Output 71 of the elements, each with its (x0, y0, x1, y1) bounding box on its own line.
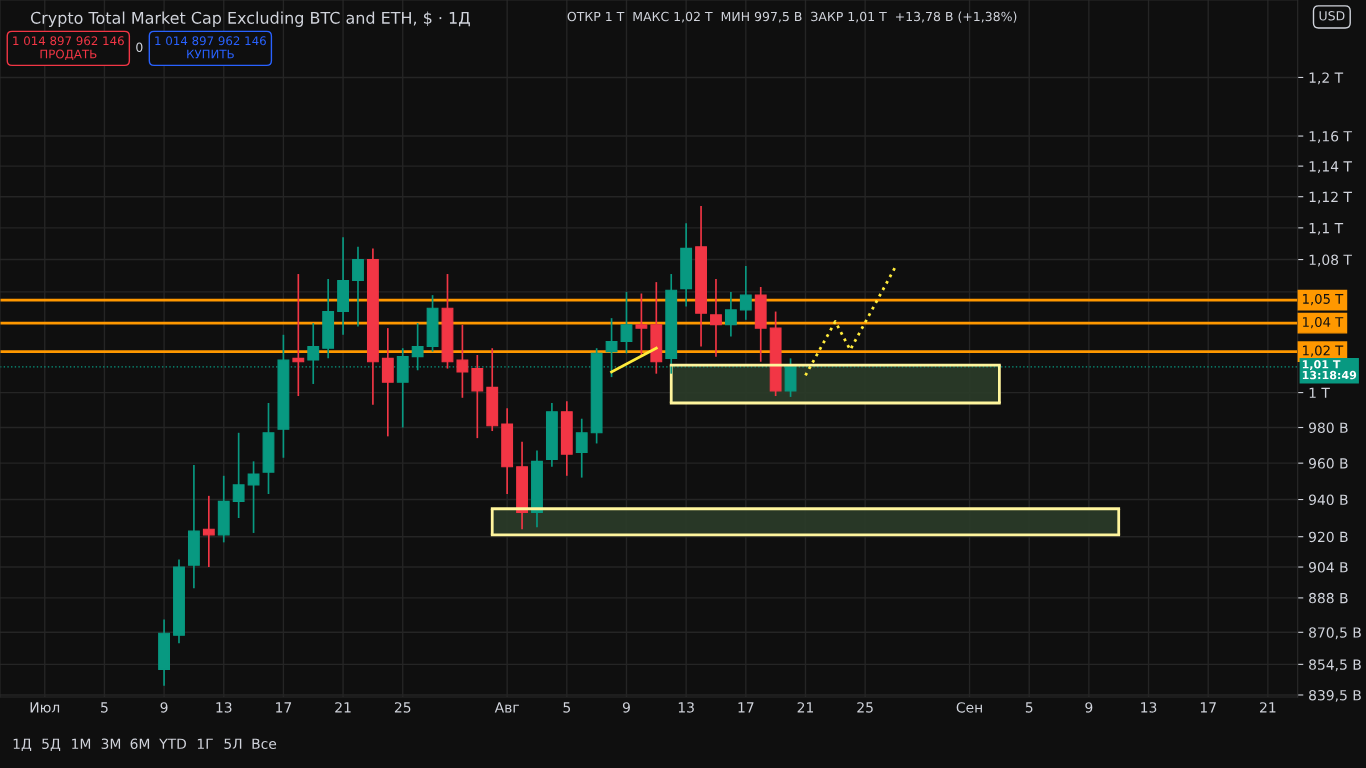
annotation: 0 (136, 42, 143, 53)
annotation: 1 014 897 962 146 КУПИТЬ (155, 36, 266, 59)
text: YTD (159, 738, 187, 749)
x-tick-label: 25 (857, 702, 873, 713)
x-tick-label: 17 (1200, 702, 1216, 713)
text: 1Г (197, 738, 213, 749)
text: 6М (130, 738, 150, 749)
text: USD (1319, 11, 1345, 21)
ref-line-label: 1,04 T (1303, 316, 1344, 329)
x-tick-label: 21 (335, 702, 351, 713)
annotation: 1 014 897 962 146 ПРОДАТЬ (13, 36, 124, 61)
text: 3М (101, 738, 121, 749)
y-tick-label: 839,5 B (1309, 689, 1361, 702)
x-tick-label: 5 (1025, 702, 1033, 713)
text: 1Д (13, 738, 32, 751)
candlestick (635, 292, 648, 358)
y-tick-label: 854,5 B (1309, 659, 1361, 672)
text: 1М (72, 738, 91, 749)
y-tick-label: 888 B (1309, 592, 1348, 604)
x-tick-label: 9 (160, 702, 168, 713)
text: Crypto Total Market Cap Excluding BTC and ETH, $ · 1Д (30, 11, 470, 27)
y-tick-label: 1,16 T (1309, 131, 1352, 143)
x-tick-label: 21 (797, 702, 814, 713)
text: 5Д (42, 738, 61, 751)
y-tick-label: 1,14 T (1309, 161, 1352, 174)
candlestick (292, 273, 305, 397)
x-tick-label: 9 (1085, 702, 1093, 713)
text: 5Л (224, 738, 242, 749)
candlestick (471, 354, 484, 439)
ref-line-label: 1,02 T (1303, 345, 1344, 357)
ref-line-label: 1,01 T 13:18:49 (1302, 360, 1357, 380)
text: Все (252, 738, 277, 749)
y-tick-label: 920 B (1308, 531, 1348, 543)
x-tick-label: 21 (1260, 702, 1276, 713)
y-tick-label: 1,12 T (1309, 191, 1352, 204)
candlestick (605, 317, 618, 378)
ref-line-label: 1,05 T (1303, 293, 1344, 306)
candlestick (456, 323, 469, 399)
x-tick-label: Авг (494, 702, 519, 713)
candlestick (247, 460, 260, 534)
x-tick-label: 13 (1141, 702, 1157, 713)
x-tick-label: Сен (956, 702, 982, 713)
y-tick-label: 904 B (1308, 562, 1348, 573)
x-tick-label: 5 (563, 702, 571, 713)
text: ОТКР 1 T МАКС 1,02 T МИН 997,5 B ЗАКР 1,01 T +13,78 B (+1,38%) (567, 11, 1017, 23)
candlestick (724, 291, 737, 338)
y-tick-label: 1,1 T (1309, 223, 1344, 235)
candlestick (739, 265, 752, 321)
y-tick-label: 980 B (1308, 422, 1348, 433)
x-tick-label: 25 (394, 702, 411, 713)
candlestick (575, 417, 588, 479)
y-tick-label: 940 B (1308, 494, 1348, 506)
candlestick (352, 245, 364, 328)
x-tick-label: 9 (622, 702, 630, 713)
x-tick-label: Июл (30, 702, 60, 713)
candlestick (710, 278, 722, 358)
line-series (804, 266, 897, 377)
y-tick-label: 1,2 T (1309, 72, 1344, 85)
x-tick-label: 5 (101, 702, 108, 713)
y-tick-label: 960 B (1308, 458, 1348, 469)
x-tick-label: 17 (738, 702, 754, 713)
x-tick-label: 13 (216, 702, 232, 713)
y-tick-label: 1,08 T (1309, 254, 1352, 267)
candlestick (620, 291, 633, 355)
candlestick (232, 431, 245, 519)
x-tick-label: 13 (678, 702, 694, 713)
candlestick (202, 495, 215, 568)
y-tick-label: 1 T (1309, 387, 1330, 398)
x-tick-label: 17 (276, 702, 292, 713)
candlestick (381, 327, 394, 438)
y-tick-label: 870,5 B (1309, 627, 1361, 640)
